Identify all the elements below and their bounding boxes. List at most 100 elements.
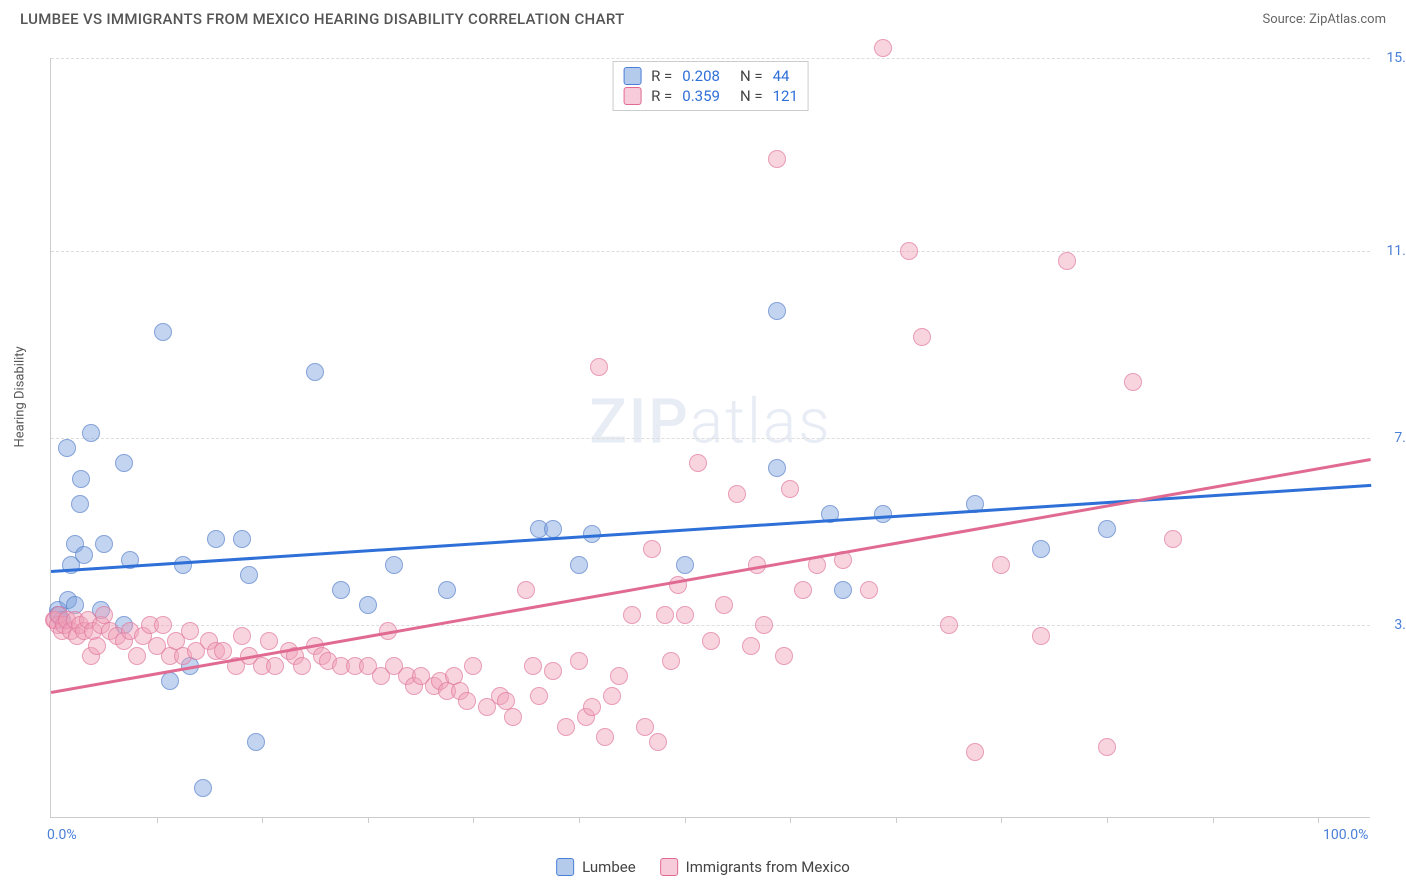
x-tick <box>579 817 580 823</box>
data-point <box>583 698 601 716</box>
chart-title: LUMBEE VS IMMIGRANTS FROM MEXICO HEARING… <box>20 10 625 28</box>
data-point <box>385 556 403 574</box>
data-point <box>656 606 674 624</box>
stats-row: R =0.359N =121 <box>623 86 798 106</box>
data-point <box>702 632 720 650</box>
grid-line <box>51 438 1370 439</box>
grid-line <box>51 58 1370 59</box>
data-point <box>306 363 324 381</box>
legend-item: Lumbee <box>556 858 636 876</box>
x-tick <box>685 817 686 823</box>
data-point <box>194 779 212 797</box>
data-point <box>768 150 786 168</box>
source-link[interactable]: ZipAtlas.com <box>1309 12 1386 27</box>
data-point <box>174 556 192 574</box>
data-point <box>623 606 641 624</box>
x-tick <box>896 817 897 823</box>
data-point <box>794 581 812 599</box>
data-point <box>464 657 482 675</box>
data-point <box>570 556 588 574</box>
data-point <box>966 743 984 761</box>
grid-line <box>51 251 1370 252</box>
legend-label: Immigrants from Mexico <box>686 858 850 876</box>
data-point <box>524 657 542 675</box>
data-point <box>260 632 278 650</box>
data-point <box>266 657 284 675</box>
x-tick <box>473 817 474 823</box>
data-point <box>530 687 548 705</box>
y-tick-label: 15.0% <box>1386 50 1406 66</box>
data-point <box>240 566 258 584</box>
data-point <box>834 581 852 599</box>
r-value: 0.359 <box>682 87 720 105</box>
series-legend: Lumbee Immigrants from Mexico <box>556 858 850 876</box>
data-point <box>438 581 456 599</box>
legend-item: Immigrants from Mexico <box>660 858 850 876</box>
stats-legend: R =0.208N =44R =0.359N =121 <box>612 61 809 111</box>
chart-header: LUMBEE VS IMMIGRANTS FROM MEXICO HEARING… <box>0 0 1406 36</box>
data-point <box>992 556 1010 574</box>
data-point <box>214 642 232 660</box>
y-axis-label: Hearing Disability <box>13 346 28 447</box>
data-point <box>768 302 786 320</box>
data-point <box>82 424 100 442</box>
data-point <box>1058 252 1076 270</box>
watermark: ZIPatlas <box>589 386 831 459</box>
data-point <box>689 454 707 472</box>
data-point <box>715 596 733 614</box>
data-point <box>775 647 793 665</box>
data-point <box>247 733 265 751</box>
grid-line <box>51 625 1370 626</box>
data-point <box>154 616 172 634</box>
data-point <box>71 495 89 513</box>
data-point <box>636 718 654 736</box>
data-point <box>161 672 179 690</box>
data-point <box>728 485 746 503</box>
data-point <box>1098 520 1116 538</box>
data-point <box>755 616 773 634</box>
data-point <box>1164 530 1182 548</box>
data-point <box>154 323 172 341</box>
x-tick <box>790 817 791 823</box>
data-point <box>913 328 931 346</box>
data-point <box>860 581 878 599</box>
data-point <box>517 581 535 599</box>
r-value: 0.208 <box>682 67 720 85</box>
data-point <box>293 657 311 675</box>
stats-row: R =0.208N =44 <box>623 66 798 86</box>
trend-line <box>51 484 1371 573</box>
y-tick-label: 11.2% <box>1386 243 1406 259</box>
data-point <box>58 439 76 457</box>
data-point <box>233 530 251 548</box>
data-point <box>233 627 251 645</box>
data-point <box>1032 540 1050 558</box>
data-point <box>874 39 892 57</box>
data-point <box>504 708 522 726</box>
x-tick <box>1107 817 1108 823</box>
data-point <box>590 358 608 376</box>
n-value: 121 <box>773 87 798 105</box>
data-point <box>332 581 350 599</box>
y-tick-label: 7.5% <box>1394 430 1406 446</box>
data-point <box>88 637 106 655</box>
data-point <box>676 606 694 624</box>
legend-swatch <box>660 858 678 876</box>
legend-swatch <box>623 67 641 85</box>
data-point <box>95 535 113 553</box>
data-point <box>768 459 786 477</box>
data-point <box>544 662 562 680</box>
x-tick-label: 100.0% <box>1323 827 1368 843</box>
x-tick <box>1318 817 1319 823</box>
data-point <box>940 616 958 634</box>
n-value: 44 <box>773 67 790 85</box>
legend-label: Lumbee <box>582 858 636 876</box>
data-point <box>1032 627 1050 645</box>
data-point <box>1124 373 1142 391</box>
data-point <box>72 470 90 488</box>
data-point <box>557 718 575 736</box>
data-point <box>544 520 562 538</box>
source-label: Source: ZipAtlas.com <box>1262 12 1386 27</box>
x-tick-label: 0.0% <box>47 827 77 843</box>
scatter-chart: ZIPatlas R =0.208N =44R =0.359N =121 3.8… <box>50 58 1370 818</box>
data-point <box>458 692 476 710</box>
